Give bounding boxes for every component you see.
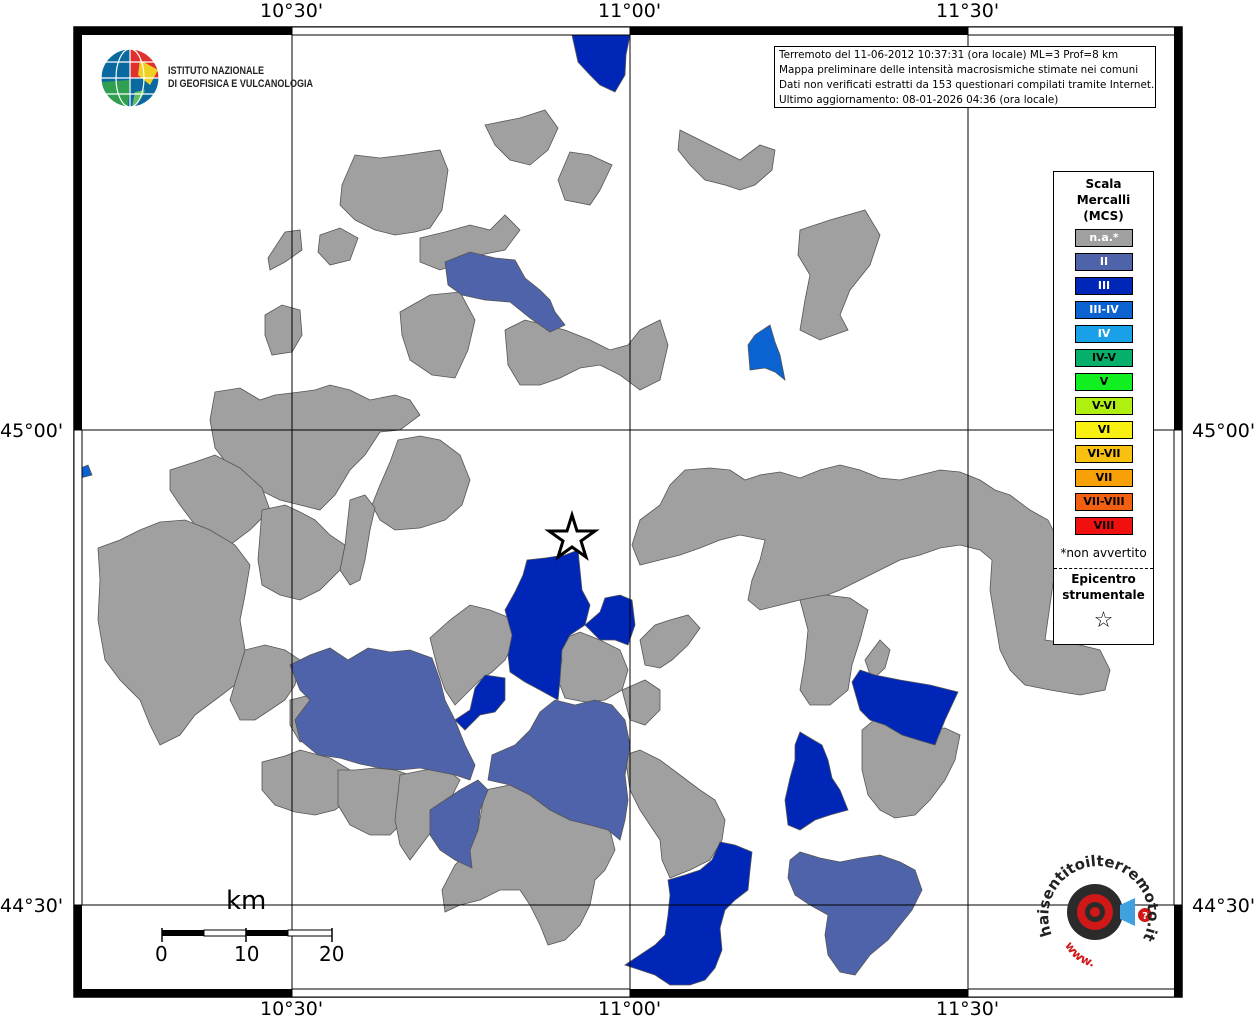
legend-item-viii: VIII [1075,517,1133,535]
event-info-box: Terremoto del 11-06-2012 10:37:31 (ora l… [774,46,1156,108]
frame-ticks [73,26,1183,998]
lon-label-bottom-1: 10°30' [260,998,324,1020]
legend-title-line-3: (MCS) [1083,209,1124,223]
legend-item-v: V [1075,373,1133,391]
event-info-line-4: Ultimo aggiornamento: 08-01-2026 04:36 (… [779,94,1059,106]
legend-item-vii: VII [1075,469,1133,487]
lat-label-right-1: 45°00' [1192,420,1256,442]
lon-label-top-1: 10°30' [260,0,324,22]
graticule [74,27,1182,997]
scale-unit-label: km [226,886,267,916]
ingv-name-line1: ISTITUTO NAZIONALE [168,65,265,77]
legend-epicenter-label: Epicentro strumentale [1054,571,1153,603]
legend-item-vvi: V-VI [1075,397,1133,415]
legend-epicenter-star-icon: ☆ [1093,608,1114,633]
legend-item-viiviii: VII-VIII [1075,493,1133,511]
epicenter-star-icon [544,509,600,561]
lon-label-bottom-2: 11°00' [598,998,662,1020]
legend-title: Scala Mercalli (MCS) [1054,176,1153,224]
legend-item-iv: IV [1075,325,1133,343]
lon-label-top-3: 11°30' [936,0,1000,22]
scale-bar [161,928,333,942]
legend-item-ivv: IV-V [1075,349,1133,367]
legend-title-line-2: Mercalli [1076,193,1131,207]
legend-title-line-1: Scala [1085,177,1122,191]
ingv-logo-icon [100,48,160,108]
scale-label-10: 10 [234,942,260,966]
lat-label-left-2: 44°30' [0,895,64,917]
legend-item-iii: III [1075,277,1133,295]
lat-label-left-1: 45°00' [0,420,64,442]
municipalities-II [289,251,923,976]
ingv-name-line2: DI GEOFISICA E VULCANOLOGIA [168,78,313,90]
scale-label-20: 20 [319,942,345,966]
event-info-line-3: Dati non verificati estratti da 153 ques… [779,79,1155,91]
legend-item-vivii: VI-VII [1075,445,1133,463]
municipalities-III [454,34,959,986]
lat-label-right-2: 44°30' [1192,895,1256,917]
legend-item-vi: VI [1075,421,1133,439]
legend-separator [1054,568,1153,569]
svg-text:?: ? [1142,911,1148,922]
scale-label-0: 0 [155,942,168,966]
event-info-line-2: Mappa preliminare delle intensità macros… [779,64,1139,76]
hsit-badge-icon: ? [1067,884,1152,940]
intensity-legend: Scala Mercalli (MCS) n.a.* II III III-IV IV I… [1053,171,1154,645]
legend-epicenter-line-2: strumentale [1062,588,1145,602]
lon-label-bottom-3: 11°30' [936,998,1000,1020]
legend-epicenter-line-1: Epicentro [1071,572,1136,586]
lon-label-top-2: 11°00' [598,0,662,22]
legend-item-ii: II [1075,253,1133,271]
legend-note: *non avvertito [1060,546,1147,560]
event-info-line-1: Terremoto del 11-06-2012 10:37:31 (ora l… [779,49,1119,61]
legend-item-na: n.a.* [1075,229,1133,247]
legend-item-iiiiv: III-IV [1075,301,1133,319]
